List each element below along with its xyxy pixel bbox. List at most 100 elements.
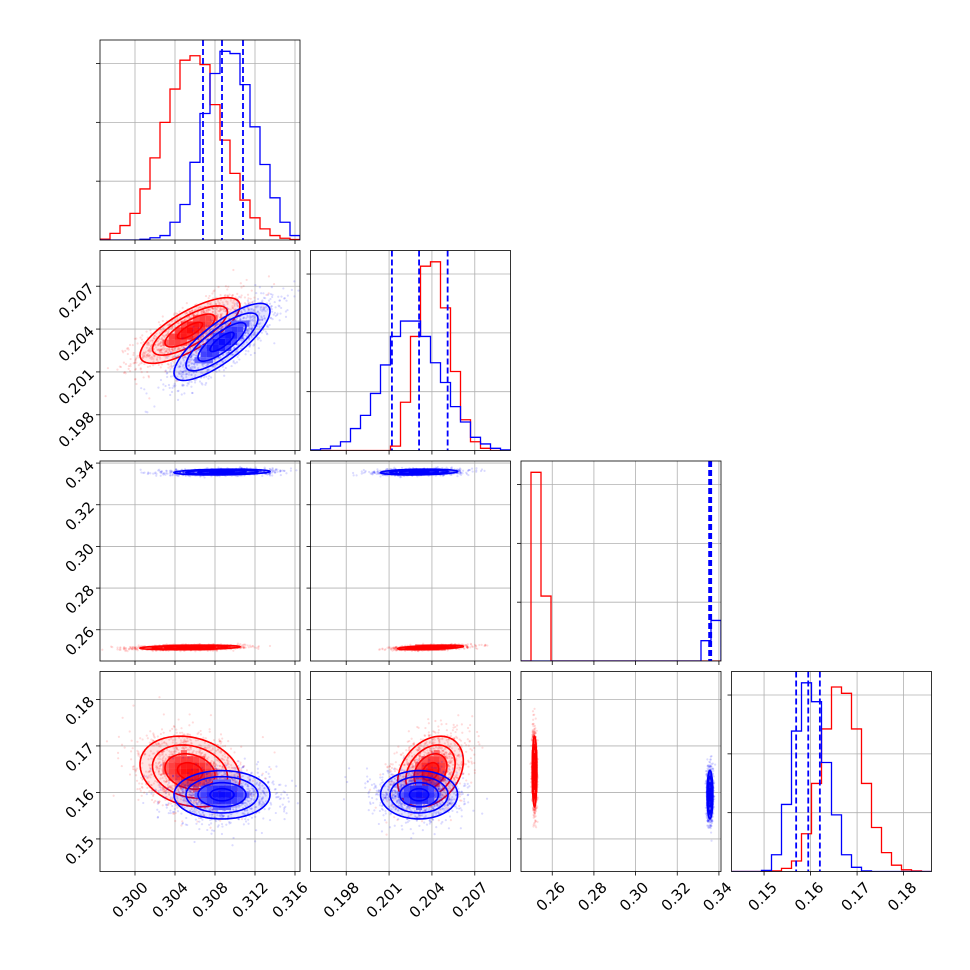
scatter-point (169, 375, 173, 378)
scatter-point (175, 356, 178, 359)
scatter-point (252, 316, 255, 319)
scatter-point (136, 342, 139, 345)
scatter-point (159, 323, 162, 327)
scatter-point (271, 474, 274, 477)
scatter-point (162, 346, 165, 349)
scatter-point (131, 343, 134, 347)
scatter-point (207, 308, 210, 312)
scatter-point (249, 322, 252, 325)
scatter-point (227, 307, 230, 311)
scatter-point (184, 369, 187, 372)
scatter-point (127, 647, 130, 650)
scatter-point (101, 648, 104, 651)
panel-background (100, 461, 300, 661)
scatter-point (194, 332, 197, 335)
scatter-point (135, 648, 138, 651)
scatter-point (219, 293, 222, 297)
scatter-point (189, 347, 192, 350)
scatter-point (205, 309, 208, 312)
scatter-point (186, 384, 189, 387)
scatter-point (207, 377, 210, 380)
scatter-point (209, 303, 212, 306)
scatter-point (134, 357, 137, 360)
scatter-point (242, 316, 245, 319)
scatter-point (121, 349, 124, 352)
scatter-point (165, 334, 168, 337)
scatter-point (251, 326, 254, 329)
scatter-point (245, 317, 248, 320)
scatter-point (149, 329, 152, 332)
scatter-point (164, 350, 167, 353)
scatter-point (205, 333, 208, 336)
scatter-point (173, 382, 176, 385)
scatter-point (251, 314, 255, 318)
histogram-series-0 (310, 261, 511, 451)
scatter-point (124, 646, 128, 650)
scatter-point (129, 357, 132, 361)
scatter-point (174, 469, 177, 472)
scatter-point (252, 309, 255, 313)
scatter-point (237, 310, 240, 313)
scatter-point (247, 308, 250, 311)
scatter-point (162, 334, 165, 337)
density-cell (225, 326, 232, 333)
density-cell (205, 315, 212, 322)
scatter-point (149, 356, 152, 360)
scatter-point (94, 649, 96, 651)
scatter-point (225, 352, 229, 356)
scatter-point (235, 475, 239, 478)
scatter-point (154, 471, 157, 474)
scatter-point (206, 363, 209, 366)
scatter-point (173, 312, 176, 315)
scatter-point (219, 299, 222, 302)
scatter-point (175, 379, 178, 383)
scatter-point (211, 310, 214, 314)
scatter-point (225, 323, 228, 326)
scatter-point (219, 316, 222, 319)
scatter-point (119, 648, 122, 651)
scatter-point (152, 336, 155, 339)
scatter-point (180, 345, 183, 348)
scatter-point (134, 358, 137, 361)
scatter-point (236, 642, 239, 645)
scatter-point (164, 384, 167, 388)
scatter-point (240, 294, 243, 297)
scatter-point (251, 315, 254, 318)
scatter-point (246, 331, 249, 334)
scatter-point (219, 313, 222, 317)
scatter-point (258, 319, 262, 322)
scatter-point (122, 647, 125, 651)
scatter-point (250, 328, 253, 331)
scatter-point (176, 354, 179, 358)
scatter-point (264, 310, 267, 313)
scatter-point (140, 361, 143, 365)
scatter-point (156, 348, 159, 351)
scatter-point (178, 365, 181, 368)
scatter-point (156, 356, 159, 359)
scatter-point (235, 350, 238, 353)
scatter-point (184, 373, 187, 376)
scatter-point (245, 341, 248, 344)
scatter-point (227, 351, 230, 354)
density-cell (212, 332, 219, 339)
scatter-point (208, 294, 211, 298)
scatter-point (181, 384, 184, 387)
scatter-point (243, 646, 246, 649)
scatter-point (148, 348, 151, 351)
scatter-point (163, 472, 166, 475)
scatter-point (246, 293, 250, 296)
scatter-point (235, 318, 238, 321)
scatter-point (194, 350, 198, 353)
scatter-point (236, 313, 239, 316)
scatter-point (171, 319, 174, 322)
contour-level-3 (138, 644, 242, 651)
scatter-point (122, 371, 126, 375)
scatter-point (205, 364, 208, 367)
scatter-point (177, 321, 180, 325)
scatter-point (139, 362, 142, 365)
scatter-point (141, 353, 144, 356)
scatter-point (285, 299, 288, 302)
scatter-point (161, 352, 164, 355)
scatter-point (131, 645, 134, 649)
scatter-point (185, 311, 188, 315)
